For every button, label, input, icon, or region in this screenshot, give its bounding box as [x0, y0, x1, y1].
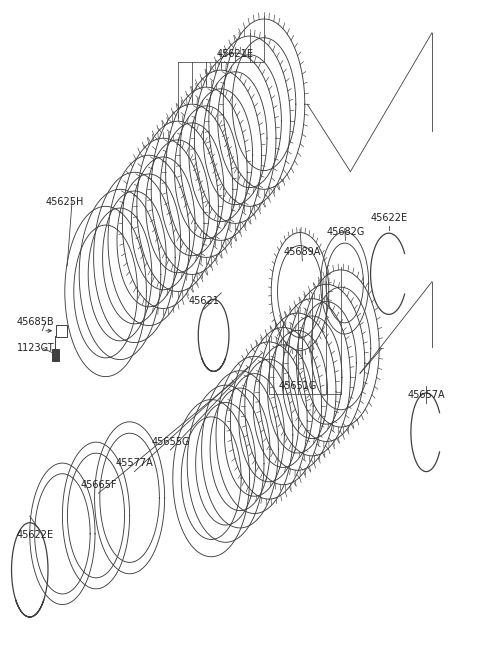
FancyBboxPatch shape — [52, 349, 59, 361]
Text: 45689A: 45689A — [284, 248, 321, 257]
Text: 45665F: 45665F — [80, 480, 117, 490]
Text: 45577A: 45577A — [116, 458, 153, 468]
Text: 45621: 45621 — [189, 296, 219, 306]
Text: 45622E: 45622E — [17, 530, 54, 540]
Text: 45655G: 45655G — [151, 437, 190, 447]
Text: 45682G: 45682G — [326, 227, 365, 237]
Text: 45685B: 45685B — [17, 317, 54, 328]
Text: 45657A: 45657A — [408, 390, 445, 400]
Text: 45651G: 45651G — [278, 381, 317, 391]
Text: 1123GT: 1123GT — [17, 343, 54, 354]
Text: 45622E: 45622E — [370, 213, 408, 223]
Text: 45621E: 45621E — [216, 49, 254, 59]
Text: 45625H: 45625H — [46, 196, 84, 207]
